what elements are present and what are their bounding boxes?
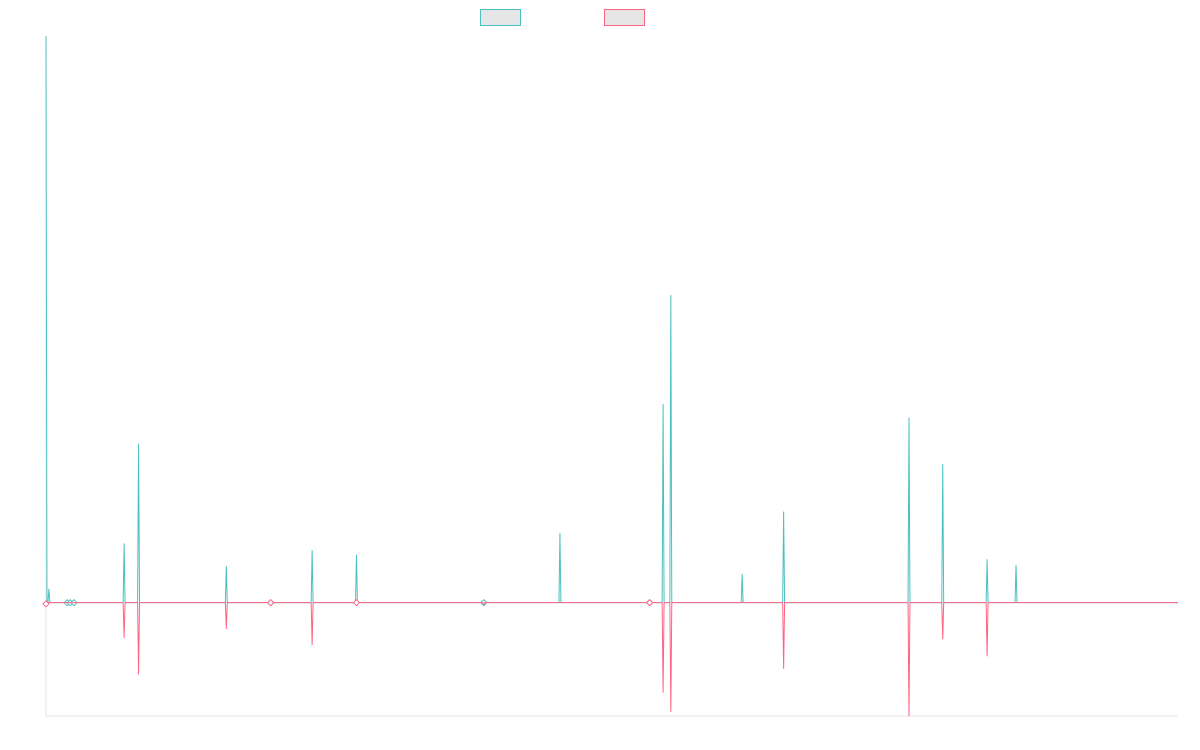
series-line-2 [45, 602, 1178, 717]
series-line-1 [45, 35, 1178, 604]
legend[interactable] [480, 9, 645, 26]
legend-swatch [604, 9, 645, 26]
data-point-marker [480, 598, 488, 607]
series-layer [42, 35, 1178, 717]
data-point-marker [352, 598, 361, 607]
legend-item-1[interactable] [480, 9, 521, 26]
data-point-marker [266, 598, 275, 607]
legend-swatch [480, 9, 521, 26]
data-point-marker [42, 600, 50, 608]
legend-item-2[interactable] [604, 9, 645, 26]
data-point-marker [645, 598, 654, 607]
axes [45, 36, 1178, 717]
